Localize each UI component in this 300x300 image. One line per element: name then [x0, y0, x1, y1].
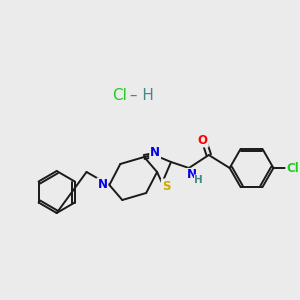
Text: N: N: [187, 169, 197, 182]
Text: S: S: [162, 179, 170, 193]
Text: Cl: Cl: [286, 161, 299, 175]
Text: N: N: [150, 146, 160, 158]
Text: – H: – H: [125, 88, 154, 103]
Text: O: O: [198, 134, 208, 146]
Text: N: N: [98, 178, 107, 191]
Text: Cl: Cl: [112, 88, 127, 103]
Text: H: H: [194, 175, 203, 185]
